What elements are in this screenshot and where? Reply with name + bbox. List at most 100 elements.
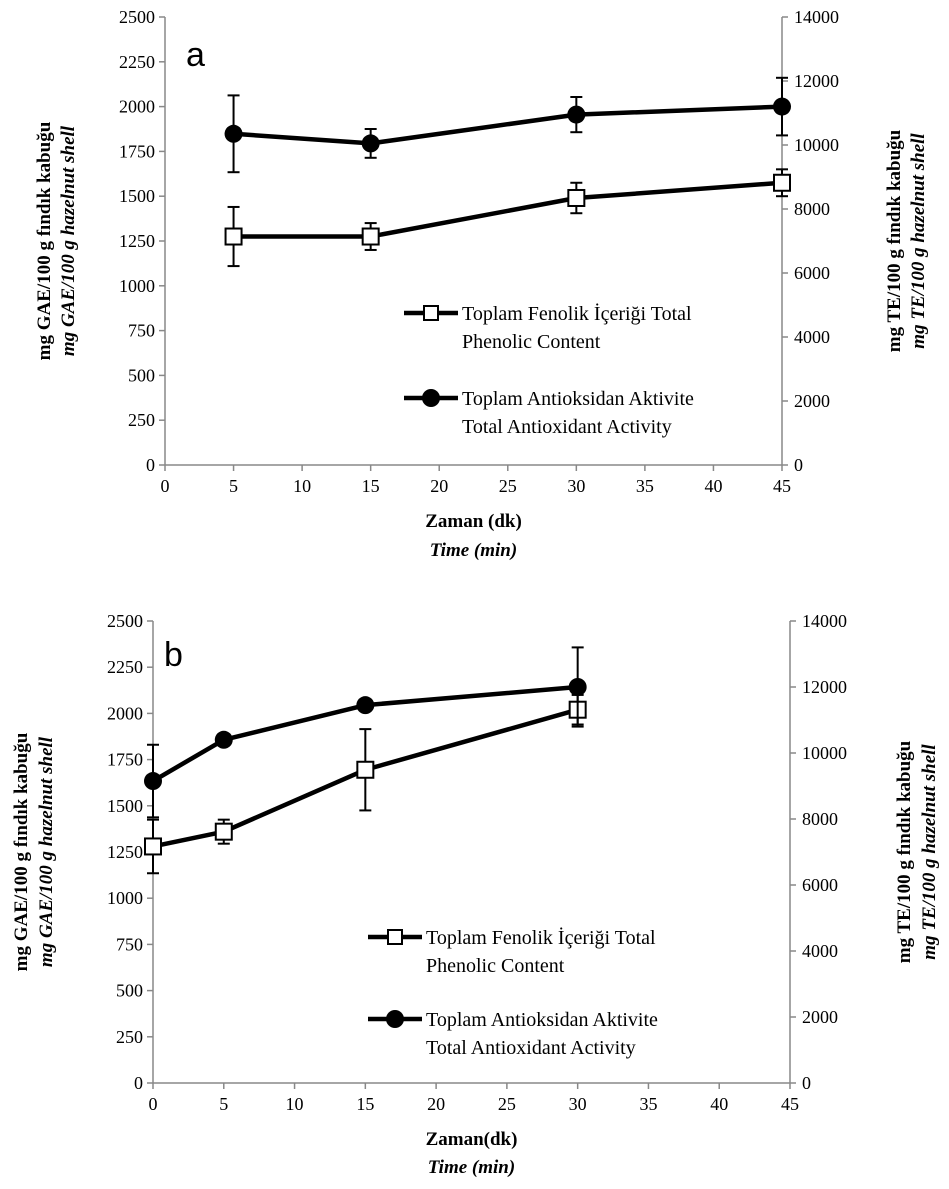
y-left-axis-title: mg GAE/100 g fındık kabuğu [11,732,32,971]
y-left-tick-label: 1250 [119,231,155,251]
x-axis-title: Zaman (dk) [425,511,522,532]
y-left-axis-title-en: mg GAE/100 g hazelnut shell [58,125,79,356]
y-left-tick-label: 750 [116,934,143,954]
y-right-tick-label: 2000 [794,391,830,411]
y-left-tick-label: 1750 [107,750,143,770]
legend-marker-circle [386,1010,404,1028]
series-phenolic [226,169,790,266]
x-tick-label: 0 [149,1094,158,1114]
legend-marker-square [388,930,402,944]
y-left-tick-label: 0 [146,455,155,475]
y-right-axis-title: mg TE/100 g fındık kabuğu [894,740,915,963]
x-tick-label: 15 [362,476,380,496]
y-left-tick-label: 500 [128,365,155,385]
y-right-axis-title-en: mg TE/100 g hazelnut shell [919,744,940,960]
y-right-tick-label: 12000 [802,677,847,697]
data-point-square [216,824,232,840]
y-left-tick-label: 500 [116,981,143,1001]
legend-marker-circle [422,389,440,407]
legend-label-phenolic-line2: Phenolic Content [462,331,601,353]
series-phenolic [145,695,586,873]
x-axis-title: Zaman(dk) [426,1129,518,1150]
data-point-circle [567,106,585,124]
y-left-tick-label: 1500 [107,796,143,816]
y-left-tick-label: 2250 [107,657,143,677]
y-left-tick-label: 250 [128,410,155,430]
y-right-tick-label: 8000 [802,809,838,829]
legend-label-antioxidant-line2: Total Antioxidant Activity [462,416,672,438]
y-left-tick-label: 1500 [119,186,155,206]
legend-label-phenolic: Toplam Fenolik İçeriği Total [426,926,656,949]
data-point-square [568,190,584,206]
x-tick-label: 35 [636,476,654,496]
data-point-circle [215,731,233,749]
x-tick-label: 40 [704,476,722,496]
y-right-tick-label: 4000 [794,327,830,347]
data-point-square [363,229,379,245]
y-left-tick-label: 2500 [119,7,155,27]
data-point-circle [356,696,374,714]
data-point-square [774,175,790,191]
chart-panel-a: 0250500750100012501500175020002250250002… [34,7,929,561]
data-point-circle [773,98,791,116]
x-tick-label: 20 [430,476,448,496]
y-right-tick-label: 14000 [802,611,847,631]
y-right-tick-label: 0 [794,455,803,475]
y-left-tick-label: 750 [128,321,155,341]
data-point-circle [225,125,243,143]
y-right-tick-label: 14000 [794,7,839,27]
legend-label-antioxidant: Toplam Antioksidan Aktivite [462,388,694,410]
y-left-tick-label: 2000 [107,703,143,723]
x-tick-label: 45 [781,1094,799,1114]
y-right-tick-label: 0 [802,1073,811,1093]
data-point-circle [362,134,380,152]
y-right-axis-title-en: mg TE/100 g hazelnut shell [908,133,929,349]
x-axis-title-en: Time (min) [430,540,517,561]
series-line [234,107,782,144]
y-right-tick-label: 8000 [794,199,830,219]
x-tick-label: 30 [569,1094,587,1114]
x-tick-label: 0 [161,476,170,496]
legend-marker-square [424,306,438,320]
legend-label-phenolic: Toplam Fenolik İçeriği Total [462,302,692,325]
legend: Toplam Fenolik İçeriği Total Phenolic Con… [404,302,694,438]
x-tick-label: 35 [639,1094,657,1114]
y-right-tick-label: 10000 [794,135,839,155]
y-right-axis-title: mg TE/100 g fındık kabuğu [884,129,905,352]
panel-label: b [164,636,183,674]
y-right-tick-label: 6000 [802,875,838,895]
data-point-circle [569,678,587,696]
data-point-square [145,838,161,854]
y-left-tick-label: 2000 [119,97,155,117]
x-tick-label: 45 [773,476,791,496]
y-left-tick-label: 1000 [107,888,143,908]
x-tick-label: 30 [567,476,585,496]
x-tick-label: 40 [710,1094,728,1114]
y-right-tick-label: 12000 [794,71,839,91]
y-right-tick-label: 10000 [802,743,847,763]
x-tick-label: 10 [286,1094,304,1114]
y-left-tick-label: 1750 [119,141,155,161]
legend-label-antioxidant-line2: Total Antioxidant Activity [426,1037,636,1059]
x-tick-label: 25 [499,476,517,496]
x-tick-label: 15 [356,1094,374,1114]
y-left-tick-label: 0 [134,1073,143,1093]
y-right-tick-label: 2000 [802,1007,838,1027]
y-left-tick-label: 2250 [119,52,155,72]
y-left-tick-label: 250 [116,1027,143,1047]
legend-label-phenolic-line2: Phenolic Content [426,955,565,977]
legend-label-antioxidant: Toplam Antioksidan Aktivite [426,1009,658,1031]
x-tick-label: 5 [229,476,238,496]
x-tick-label: 5 [219,1094,228,1114]
series-line [234,183,782,237]
y-right-tick-label: 4000 [802,941,838,961]
y-left-tick-label: 2500 [107,611,143,631]
data-point-circle [144,772,162,790]
data-point-square [226,229,242,245]
y-left-tick-label: 1250 [107,842,143,862]
chart-panel-b: 0250500750100012501500175020002250250002… [11,611,940,1178]
x-tick-label: 25 [498,1094,516,1114]
x-tick-label: 10 [293,476,311,496]
x-axis-title-en: Time (min) [428,1157,515,1178]
